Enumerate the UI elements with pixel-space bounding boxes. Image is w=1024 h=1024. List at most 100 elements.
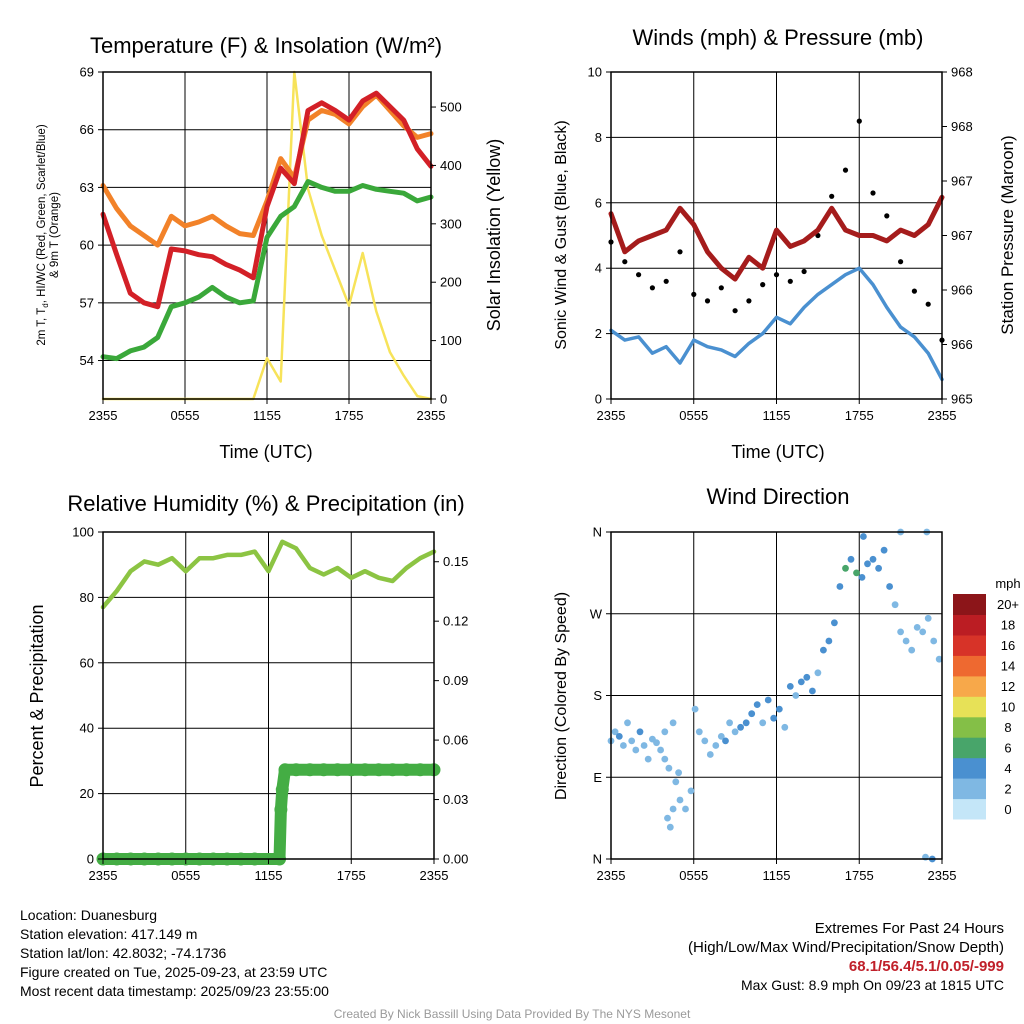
- direction-point: [902, 637, 910, 645]
- gust-point: [829, 193, 835, 199]
- legend-label: 14: [1001, 659, 1015, 674]
- y-tick-label: 57: [80, 295, 94, 310]
- gust-point: [801, 268, 807, 275]
- legend-label: 12: [1001, 679, 1015, 694]
- gust-point: [649, 285, 656, 291]
- extremes-values: 68.1/56.4/5.1/0.05/-999: [848, 958, 1004, 975]
- wind-frame: [610, 71, 943, 400]
- direction-point: [764, 696, 772, 704]
- direction-point: [836, 583, 844, 590]
- direction-point: [665, 764, 673, 772]
- y2-tick-label: 300: [440, 216, 462, 231]
- direction-point: [676, 796, 684, 804]
- humidity-line: [100, 539, 437, 610]
- direction-point: [781, 723, 789, 731]
- y2-tick-label: 967: [951, 228, 973, 243]
- y-tick-label: N: [593, 525, 602, 540]
- legend-label: 0: [1004, 802, 1011, 817]
- legend-label: 6: [1004, 740, 1011, 755]
- x-tick-label: 1755: [335, 408, 364, 423]
- x-tick-label: 1755: [845, 408, 874, 423]
- y-tick-label: W: [590, 606, 603, 621]
- direction-point: [814, 669, 822, 677]
- direction-point: [653, 739, 660, 747]
- sonic-wind-line: [609, 266, 944, 382]
- direction-point: [853, 569, 860, 577]
- direction-point: [775, 705, 783, 713]
- y-tick-label: 60: [80, 655, 94, 670]
- legend-label: 2: [1004, 781, 1011, 796]
- direction-point: [880, 546, 888, 554]
- legend-swatch: [953, 757, 986, 779]
- direction-point: [695, 728, 703, 736]
- y-tick-label: 4: [595, 261, 602, 276]
- direction-point: [666, 823, 674, 831]
- direction-point: [661, 728, 669, 736]
- direction-point: [797, 678, 805, 686]
- direction-point: [611, 728, 619, 736]
- x-tick-label: 1155: [763, 408, 791, 423]
- humidity-plot: 2355 0555 1155 1755 23550204060801000.000.03…: [72, 525, 468, 884]
- direction-point: [919, 628, 927, 636]
- direction-point: [644, 755, 652, 763]
- direction-point: [669, 719, 677, 727]
- direction-point: [657, 746, 664, 754]
- temperature-frame: [102, 71, 432, 400]
- direction-point: [908, 646, 916, 654]
- y2-tick-label: 0.00: [443, 852, 468, 867]
- direction-point: [847, 555, 855, 563]
- legend-swatch: [953, 716, 986, 738]
- y2-tick-label: 0: [440, 392, 447, 407]
- wind-plot: 2355 0555 1155 1755 235502468109659669669679…: [588, 65, 973, 424]
- gust-point: [884, 213, 890, 219]
- wind-xlabel: Time (UTC): [731, 442, 824, 462]
- gust-point: [704, 298, 711, 304]
- legend-swatch: [953, 778, 986, 800]
- direction-point: [886, 583, 893, 590]
- direction-title: Wind Direction: [706, 484, 849, 509]
- direction-point: [632, 746, 640, 754]
- gust-point: [746, 298, 752, 304]
- direction-point: [869, 555, 877, 563]
- gust-point: [691, 291, 697, 297]
- direction-point: [742, 719, 750, 727]
- y-tick-label: 8: [595, 130, 602, 145]
- solar-y2label: Solar Insolation (Yellow): [484, 139, 504, 331]
- direction-point: [615, 733, 623, 740]
- gust-point: [842, 167, 849, 173]
- gust-point: [732, 308, 738, 314]
- y2-tick-label: 500: [440, 100, 462, 115]
- y2-tick-label: 966: [951, 337, 973, 352]
- temperature-plot: 2355 0555 1155 1755 2355 54 57 60 63 66 69 0 100 200 3…: [80, 65, 462, 424]
- extremes-info: Extremes For Past 24 Hours (High/Low/Max…: [688, 919, 1004, 995]
- direction-point: [661, 755, 669, 763]
- direction-point: [860, 533, 867, 540]
- y-tick-label: E: [593, 770, 602, 785]
- legend-swatch: [953, 737, 986, 759]
- legend-label: 20+: [997, 597, 1019, 612]
- direction-point: [913, 624, 921, 631]
- gust-point: [773, 272, 780, 278]
- temp-2m-line: [100, 90, 434, 310]
- direction-point: [930, 637, 938, 645]
- humidity-title: Relative Humidity (%) & Precipitation (i…: [67, 491, 464, 516]
- legend-label: 8: [1004, 720, 1011, 735]
- x-tick-label: 2355: [597, 868, 626, 883]
- direction-point: [809, 687, 816, 695]
- gust-point: [718, 285, 724, 291]
- y2-tick-label: 965: [951, 392, 973, 407]
- direction-point: [636, 728, 644, 736]
- legend-label: 10: [1001, 700, 1015, 715]
- x-tick-label: 2355: [928, 408, 957, 423]
- x-tick-label: 0555: [171, 868, 200, 883]
- y2-tick-label: 967: [951, 174, 973, 189]
- direction-point: [706, 751, 714, 758]
- legend-swatch: [953, 594, 986, 615]
- direction-point: [924, 614, 932, 622]
- direction-point: [712, 742, 720, 749]
- x-tick-label: 1155: [253, 408, 281, 423]
- extremes-heading: Extremes For Past 24 Hours: [814, 920, 1004, 937]
- direction-ylabel: Direction (Colored By Speed): [553, 592, 570, 800]
- y2-tick-label: 968: [951, 119, 973, 134]
